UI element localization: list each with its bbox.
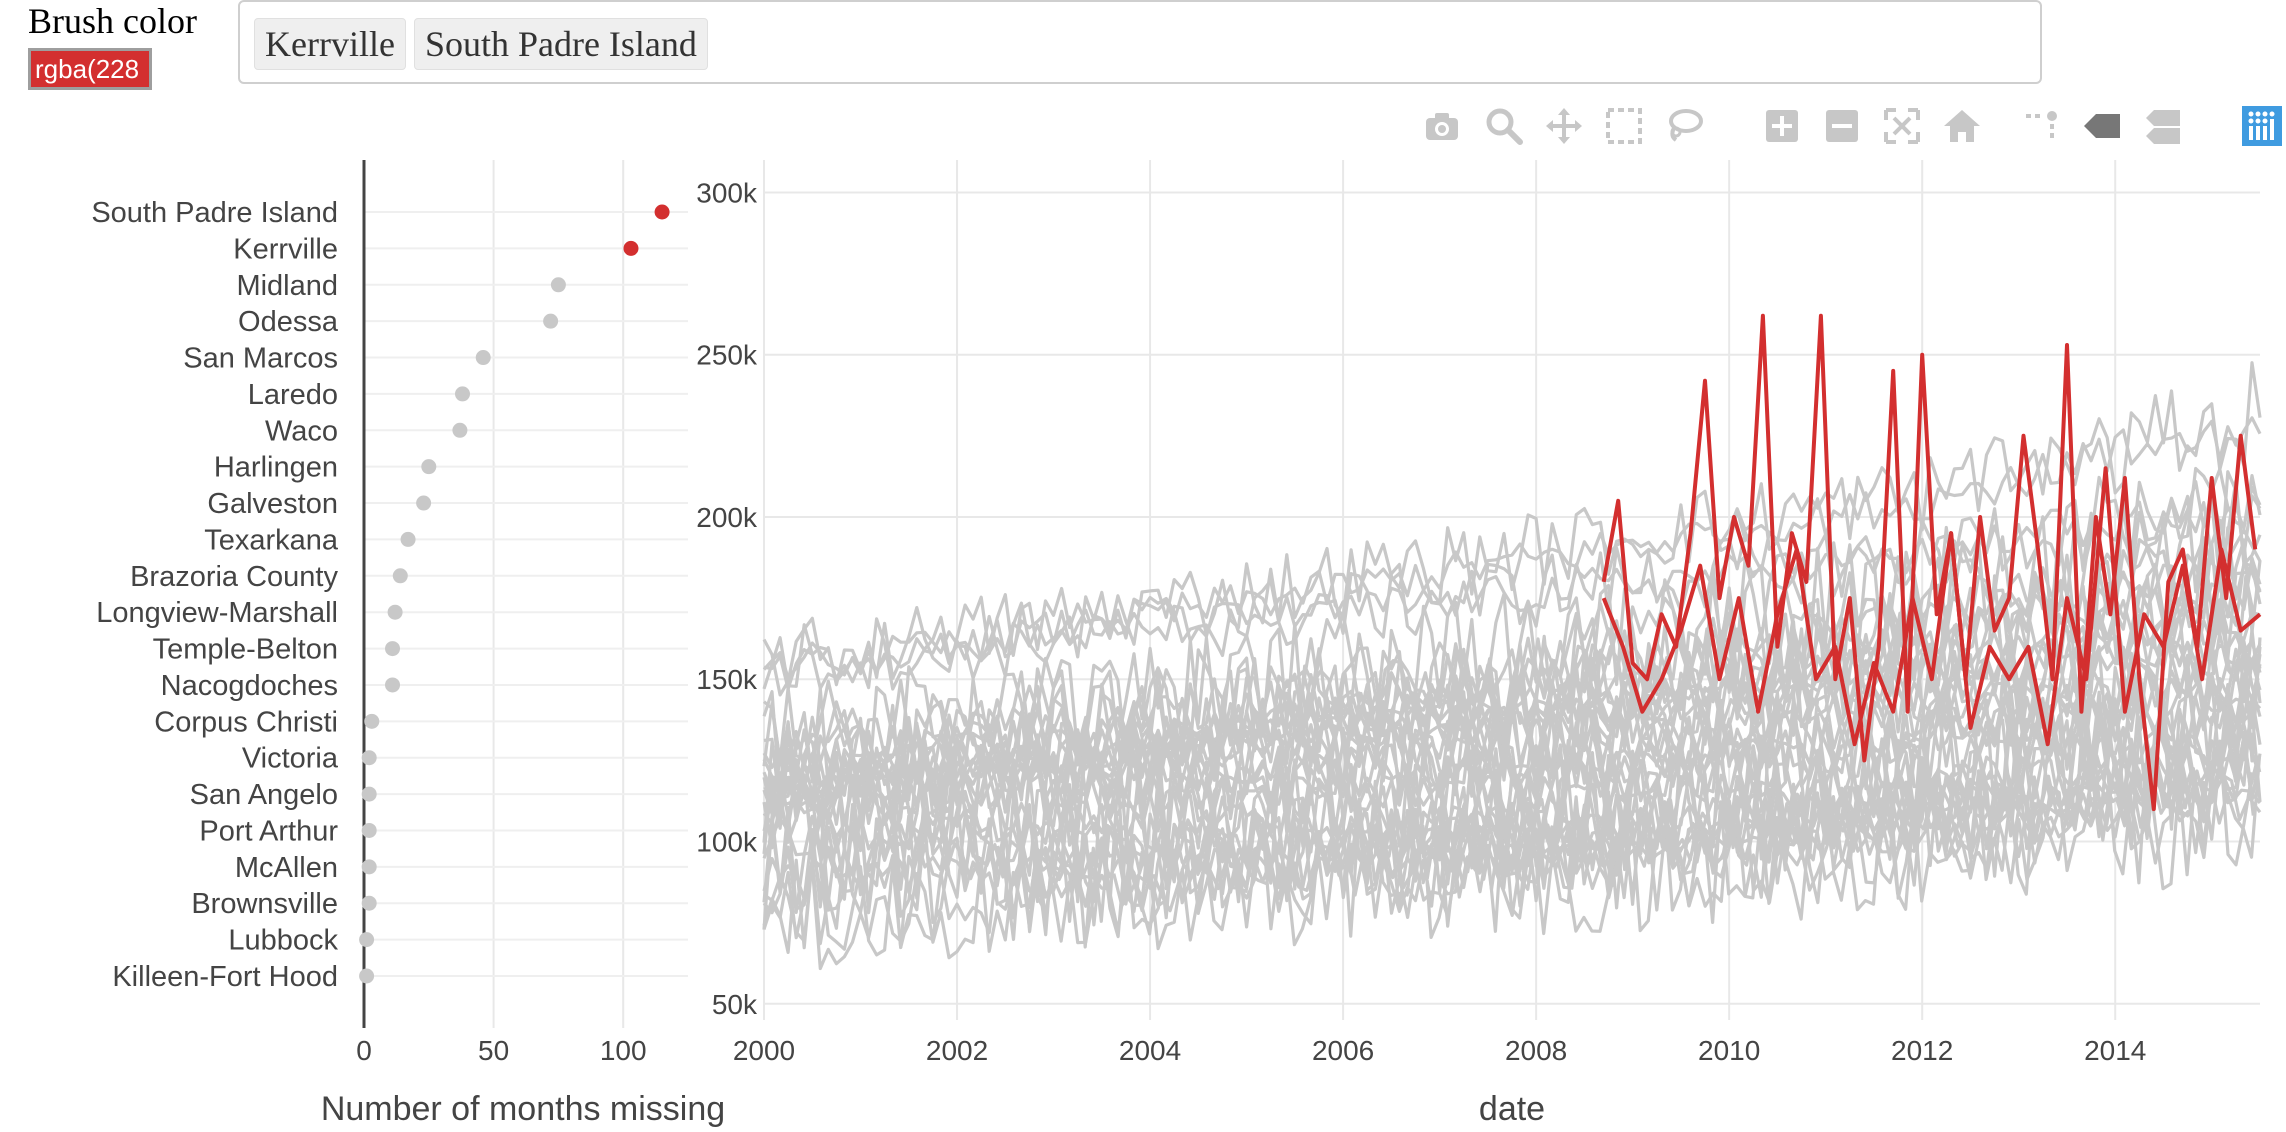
right-y-tick-label: 150k: [696, 664, 758, 695]
category-label: Harlingen: [214, 452, 338, 484]
right-x-tick-label: 2012: [1891, 1035, 1953, 1066]
hover-closest-icon[interactable]: [2080, 104, 2124, 148]
right-x-tick-label: 2004: [1119, 1035, 1181, 1066]
category-label: Temple-Belton: [153, 634, 338, 666]
lasso-icon[interactable]: [1662, 104, 1706, 148]
data-point: [623, 240, 639, 256]
data-point: [361, 822, 377, 838]
right-x-tick-label: 2010: [1698, 1035, 1760, 1066]
category-label: Midland: [236, 270, 338, 302]
data-point: [392, 568, 408, 584]
left-x-axis-title: Number of months missing: [321, 1090, 725, 1128]
category-label: Corpus Christi: [154, 706, 338, 738]
box-select-icon[interactable]: [1602, 104, 1646, 148]
category-label: Killeen-Fort Hood: [112, 961, 338, 993]
category-label: Kerrville: [233, 233, 338, 265]
category-label: Brownsville: [191, 888, 338, 920]
data-point: [385, 641, 401, 657]
category-label: Nacogdoches: [161, 670, 338, 702]
right-y-tick-label: 200k: [696, 502, 758, 533]
zoom-out-icon[interactable]: [1820, 104, 1864, 148]
left-x-tick-label: 0: [356, 1035, 372, 1066]
highlighted-series-line: [1601, 466, 2262, 747]
category-label: San Marcos: [183, 343, 338, 375]
data-point: [475, 350, 491, 366]
spike-lines-icon[interactable]: [2020, 104, 2064, 148]
background-series-line: [824, 745, 2260, 886]
data-point: [385, 677, 401, 693]
background-series-line: [762, 707, 2262, 918]
left-x-tick-label: 100: [600, 1035, 647, 1066]
background-series-line: [762, 647, 2262, 859]
data-point: [361, 750, 377, 766]
autoscale-icon[interactable]: [1880, 104, 1924, 148]
data-point: [454, 386, 470, 402]
data-point: [361, 859, 377, 875]
category-label: Brazoria County: [130, 561, 338, 593]
plotly-logo-icon[interactable]: [2240, 104, 2284, 148]
background-series-line: [1027, 751, 2262, 949]
data-point: [654, 204, 670, 220]
right-y-tick-label: 50k: [712, 989, 758, 1020]
category-label: Galveston: [207, 488, 338, 520]
category-label: Texarkana: [204, 524, 339, 556]
background-series-line: [1112, 706, 2258, 913]
plotly-modebar: [1420, 104, 2282, 154]
pan-icon[interactable]: [1542, 104, 1586, 148]
category-label: Lubbock: [228, 925, 338, 957]
data-point: [387, 604, 403, 620]
category-label: Laredo: [248, 379, 338, 411]
background-series-line: [762, 470, 2262, 801]
right-x-tick-label: 2000: [733, 1035, 795, 1066]
right-y-tick-label: 300k: [696, 177, 758, 208]
highlighted-series-line: [1601, 313, 2258, 812]
data-point: [400, 531, 416, 547]
selected-tag-kerrville[interactable]: Kerrville: [254, 18, 406, 70]
category-label: Odessa: [238, 306, 339, 338]
data-point: [543, 313, 559, 329]
brush-color-input[interactable]: rgba(228: [28, 48, 152, 90]
right-x-tick-label: 2014: [2084, 1035, 2146, 1066]
data-point: [452, 422, 468, 438]
right-y-tick-label: 100k: [696, 827, 758, 858]
right-x-axis-title: date: [1479, 1090, 1545, 1128]
category-label: McAllen: [235, 852, 338, 884]
data-point: [550, 277, 566, 293]
right-x-tick-label: 2006: [1312, 1035, 1374, 1066]
data-point: [359, 968, 375, 984]
left-x-tick-label: 50: [478, 1035, 509, 1066]
background-series-line: [763, 653, 2262, 828]
category-label: Victoria: [242, 743, 339, 775]
zoom-in-icon[interactable]: [1760, 104, 1804, 148]
category-label: South Padre Island: [91, 197, 338, 229]
category-label: Waco: [265, 415, 338, 447]
selected-tag-south-padre-island[interactable]: South Padre Island: [413, 18, 708, 70]
background-series-line: [762, 361, 2262, 697]
data-point: [416, 495, 432, 511]
background-series-line: [762, 474, 2262, 680]
data-point: [364, 713, 380, 729]
data-point: [359, 932, 375, 948]
category-label: San Angelo: [190, 779, 338, 811]
zoom-icon[interactable]: [1482, 104, 1526, 148]
background-series-group: [762, 361, 2262, 971]
right-y-tick-label: 250k: [696, 340, 758, 371]
data-point: [421, 459, 437, 475]
hover-compare-icon[interactable]: [2140, 104, 2184, 148]
data-point: [361, 895, 377, 911]
city-selector[interactable]: Kerrville South Padre Island: [238, 0, 2042, 84]
category-label: Port Arthur: [199, 815, 338, 847]
camera-icon[interactable]: [1420, 104, 1464, 148]
right-x-tick-label: 2008: [1505, 1035, 1567, 1066]
right-x-tick-label: 2002: [926, 1035, 988, 1066]
data-point: [361, 786, 377, 802]
brush-color-label: Brush color: [28, 1, 197, 41]
reset-axes-icon[interactable]: [1940, 104, 1984, 148]
category-label: Longview-Marshall: [96, 597, 338, 629]
